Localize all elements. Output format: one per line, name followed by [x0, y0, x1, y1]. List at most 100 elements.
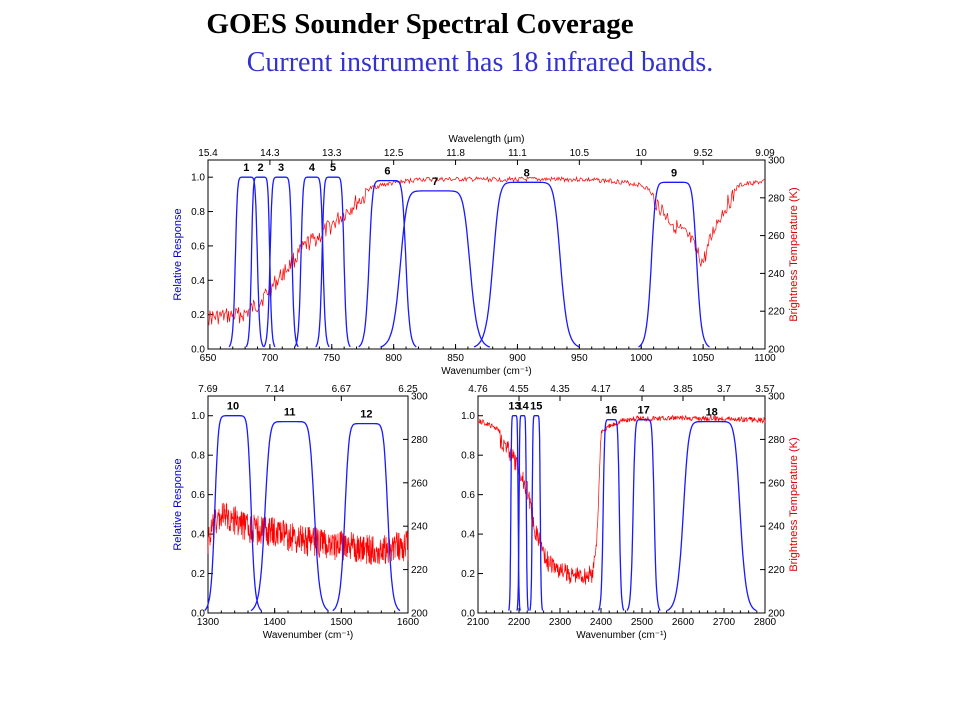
- band-label: 10: [227, 401, 239, 413]
- y2-tick-label: 200: [768, 345, 785, 356]
- band-response-curve: [263, 176, 299, 348]
- band-label: 15: [530, 401, 542, 413]
- y-tick-label: 0.6: [191, 241, 205, 252]
- x-tick-label: 1300: [197, 617, 220, 628]
- y2-tick-label: 280: [768, 435, 785, 446]
- x2-tick-label: 4.17: [591, 384, 611, 395]
- y2-tick-label: 220: [411, 565, 428, 576]
- x-tick-label: 950: [571, 353, 588, 364]
- y-tick-label: 0.8: [191, 207, 205, 218]
- brightness-temperature-line: [477, 414, 766, 585]
- y2-tick-label: 280: [411, 435, 428, 446]
- x2-tick-label: 13.3: [322, 148, 342, 159]
- x2-tick-label: 12.5: [384, 148, 404, 159]
- x-tick-label: 1050: [692, 353, 715, 364]
- x2-tick-label: 9.09: [755, 148, 775, 159]
- x-tick-label: 2100: [467, 617, 490, 628]
- y2-tick-label: 200: [768, 609, 785, 620]
- x-tick-label: 2800: [754, 617, 777, 628]
- x2-tick-label: 7.69: [198, 384, 218, 395]
- y2-tick-label: 200: [411, 609, 428, 620]
- x-tick-label: 2200: [508, 617, 531, 628]
- x2-tick-label: 3.7: [717, 384, 731, 395]
- band-response-curve: [380, 190, 491, 348]
- x-tick-label: 1000: [630, 353, 653, 364]
- band-response-curve: [250, 420, 329, 612]
- band-response-curve: [597, 419, 625, 611]
- x2-tick-label: 4.35: [550, 384, 570, 395]
- x2-tick-label: 10.5: [570, 148, 590, 159]
- y-tick-label: 0.6: [461, 490, 475, 501]
- x2-tick-label: 9.52: [693, 148, 713, 159]
- band-label: 11: [284, 407, 296, 419]
- x-tick-label: 2700: [713, 617, 736, 628]
- y2-tick-label: 300: [768, 392, 785, 403]
- y-tick-label: 0.4: [191, 276, 205, 287]
- band-response-curve: [638, 181, 710, 348]
- x-tick-label: 700: [262, 353, 279, 364]
- y-tick-label: 1.0: [191, 411, 205, 422]
- slide-title: GOES Sounder Spectral Coverage: [206, 8, 634, 40]
- x-tick-label: 1500: [330, 617, 353, 628]
- band-response-curve: [228, 176, 265, 348]
- x2-tick-label: 4: [639, 384, 645, 395]
- slide-subtitle: Current instrument has 18 infrared bands…: [246, 47, 714, 78]
- band-response-curve: [473, 181, 580, 348]
- x2-tick-label: 3.85: [673, 384, 693, 395]
- y-tick-label: 0.0: [191, 609, 205, 620]
- band-label: 16: [605, 405, 617, 417]
- x-tick-label: 2300: [549, 617, 572, 628]
- band-label: 3: [278, 162, 284, 174]
- x-tick-label: 2500: [631, 617, 654, 628]
- plot-frame: [207, 159, 766, 350]
- band-label: 1: [243, 162, 249, 174]
- y-tick-label: 0.2: [191, 310, 205, 321]
- y2-tick-label: 260: [768, 478, 785, 489]
- band-label: 13: [508, 401, 520, 413]
- plot-frame: [207, 395, 409, 614]
- x2-tick-label: 15.4: [198, 148, 218, 159]
- band-label: 5: [330, 162, 336, 174]
- brightness-temperature-line: [207, 502, 409, 565]
- band-label: 6: [384, 166, 390, 178]
- x2-tick-label: 6.67: [332, 384, 352, 395]
- y-tick-label: 0.0: [461, 609, 475, 620]
- y-tick-label: 0.2: [461, 569, 475, 580]
- y-tick-label: 1.0: [191, 173, 205, 184]
- y-tick-label: 0.8: [191, 451, 205, 462]
- y-tick-label: 1.0: [461, 411, 475, 422]
- y-tick-label: 0.6: [191, 490, 205, 501]
- band-response-curve: [245, 176, 276, 348]
- y-tick-label: 0.2: [191, 569, 205, 580]
- x-tick-label: 2600: [672, 617, 695, 628]
- y-tick-label: 0.8: [461, 451, 475, 462]
- y-tick-label: 0.0: [191, 345, 205, 356]
- y2-tick-label: 300: [411, 392, 428, 403]
- band-response-curve: [315, 176, 351, 348]
- band-response-curve: [332, 422, 401, 612]
- y2-tick-label: 240: [768, 522, 785, 533]
- x-axis-label: Wavenumber (cm⁻¹): [576, 630, 666, 641]
- band-response-curve: [626, 419, 661, 611]
- x2-tick-label: 11.8: [446, 148, 465, 159]
- y-tick-label: 0.4: [461, 530, 475, 541]
- x-tick-label: 850: [447, 353, 464, 364]
- y2-tick-label: 260: [768, 231, 785, 242]
- x2-tick-label: 7.14: [265, 384, 285, 395]
- plot-frame: [477, 395, 766, 614]
- x-axis-label: Wavenumber (cm⁻¹): [441, 366, 531, 377]
- band-response-curve: [204, 415, 262, 612]
- x-tick-label: 2400: [590, 617, 613, 628]
- x2-tick-label: 10: [636, 148, 648, 159]
- x-tick-label: 1100: [754, 353, 776, 364]
- x-tick-label: 1600: [397, 617, 420, 628]
- y2-tick-label: 260: [411, 478, 428, 489]
- band-response-curve: [529, 415, 544, 611]
- x2-tick-label: 4.55: [509, 384, 529, 395]
- band-response-curve: [516, 415, 530, 611]
- x-tick-label: 800: [385, 353, 402, 364]
- band-label: 7: [432, 176, 438, 188]
- y-axis-label: Relative Response: [172, 208, 184, 300]
- x2-tick-label: 3.57: [755, 384, 775, 395]
- band-label: 18: [706, 407, 718, 419]
